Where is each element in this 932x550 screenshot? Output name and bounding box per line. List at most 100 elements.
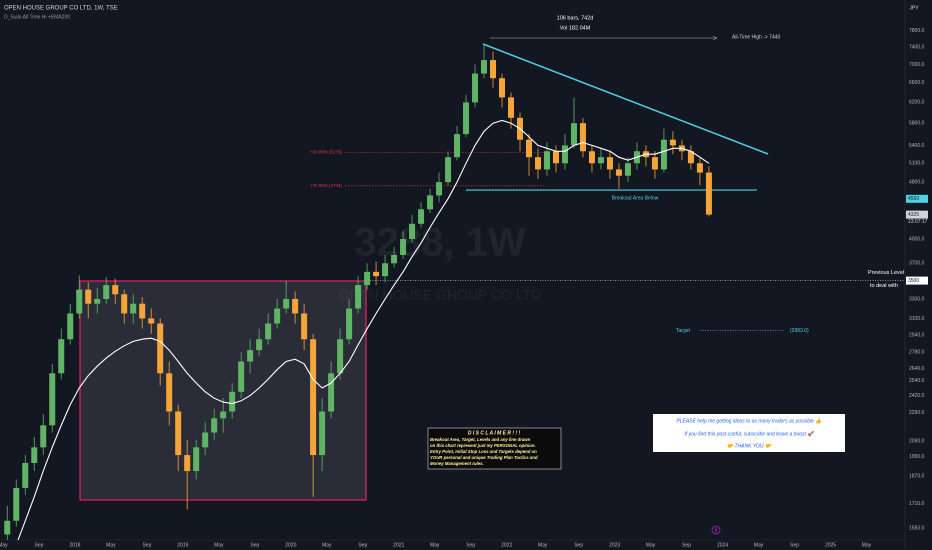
disclaimer-line: Entry Point, Initial Stop Loss and Targe… xyxy=(430,449,537,454)
candle-body xyxy=(355,285,362,309)
x-tick-label: 2024 xyxy=(717,542,728,548)
candle-body xyxy=(534,157,541,170)
candle-body xyxy=(58,339,65,374)
x-tick-label: 2019 xyxy=(177,542,188,548)
candle-body xyxy=(364,271,371,286)
candle-body xyxy=(499,78,506,98)
candle-body xyxy=(274,308,281,324)
candle-body xyxy=(472,73,479,103)
fib-label: +60.00% (5279) xyxy=(310,150,343,155)
candle-body xyxy=(166,373,173,412)
indicator-label: D_Suilo All Time Hi +EMA200 xyxy=(4,14,70,20)
previous-level-badge: 3500 xyxy=(908,278,919,284)
x-tick-label: May xyxy=(862,542,872,548)
price-badge: 4325 xyxy=(908,212,919,218)
currency: JPY xyxy=(909,5,919,11)
candle-body xyxy=(292,298,299,314)
disclaimer: D I S C L A I M E R ! ! ! Breakout Area,… xyxy=(427,427,562,470)
target-label: Target xyxy=(676,328,691,334)
x-tick-label: Sep xyxy=(35,542,44,548)
level-badge-bg xyxy=(906,194,928,203)
candle-body xyxy=(490,60,497,79)
candle-body xyxy=(463,102,470,135)
candle-body xyxy=(238,361,245,392)
candle-body xyxy=(220,411,227,419)
x-tick-label: May xyxy=(214,542,224,548)
candle-body xyxy=(76,289,83,314)
candle-body xyxy=(67,313,74,340)
x-tick-label: Sep xyxy=(250,542,259,548)
x-tick-label: 2021 xyxy=(393,542,404,548)
x-tick-label: May xyxy=(646,542,656,548)
price-badge-bg xyxy=(906,210,928,219)
candle-body xyxy=(427,195,434,210)
disclaimer-box xyxy=(427,427,562,470)
x-tick-label: May xyxy=(538,542,548,548)
previous-level-badge-bg xyxy=(906,276,928,285)
measure-volume: Vol 182.04M xyxy=(560,25,591,31)
target-value: (2983.0) xyxy=(790,328,809,334)
y-tick-label: 4800.0 xyxy=(909,179,925,185)
axes: 7800.0 7400.0 7000.0 6600.0 6200.0 5800.0 5400… xyxy=(0,28,928,548)
candle-body xyxy=(382,263,389,277)
candle-body xyxy=(400,238,407,255)
x-tick-label: 2025 xyxy=(825,542,836,548)
candle-body xyxy=(49,373,56,426)
candle-body xyxy=(552,151,559,164)
y-tick-label: 3100.0 xyxy=(909,316,925,322)
candle-body xyxy=(624,163,631,176)
candle-body xyxy=(481,60,488,74)
candle-body xyxy=(597,157,604,164)
candle-body xyxy=(373,271,380,277)
y-tick-label: 6200.0 xyxy=(909,100,925,106)
y-tick-label: 4000.0 xyxy=(909,236,925,242)
plot-area: +60.00% (5279) +70.00% (4744) Breakout Are… xyxy=(4,45,905,540)
watermark-sub: OPEN HOUSE GROUP CO LTD xyxy=(339,287,542,303)
candle-body xyxy=(328,373,335,412)
candle-body xyxy=(436,182,443,196)
candle-body xyxy=(454,134,461,158)
measure-bars: 106 bars, 742d xyxy=(557,15,594,21)
x-tick-label: Sep xyxy=(790,542,799,548)
lightning-bolt xyxy=(714,526,718,534)
candle-body xyxy=(31,447,38,463)
y-tick-label: 2780.0 xyxy=(909,350,925,356)
note-line: PLEASE help me getting ideas to as many … xyxy=(676,417,822,424)
trend-line xyxy=(482,43,769,155)
y-tick-label: 2290.0 xyxy=(909,410,925,416)
candle-body xyxy=(615,169,622,176)
y-tick-label: 5800.0 xyxy=(909,120,925,126)
candle-body xyxy=(202,432,209,448)
y-tick-label: 5400.0 xyxy=(909,143,925,149)
y-tick-label: 2540.0 xyxy=(909,378,925,384)
y-tick-label: 2940.0 xyxy=(909,332,925,338)
arrow-head xyxy=(712,35,718,41)
x-tick-label: 2020 xyxy=(285,542,296,548)
candle-body xyxy=(94,298,101,304)
candle-body xyxy=(130,303,137,314)
candle-body xyxy=(22,462,29,488)
countdown: 23:07:17 xyxy=(908,219,928,225)
candle-body xyxy=(651,157,658,170)
disclaimer-line: on this chart represent just my PERSONAL… xyxy=(430,443,536,448)
candle-body xyxy=(13,487,20,521)
x-tick-label: Sep xyxy=(574,542,583,548)
x-tick-label: Sep xyxy=(142,542,151,548)
candle-body xyxy=(184,455,191,472)
candle-body xyxy=(319,411,326,456)
y-tick-label: 5100.0 xyxy=(909,161,925,167)
y-tick-label: 1870.0 xyxy=(909,473,925,479)
range-box xyxy=(79,280,367,501)
note-line: 🤝 THANK YOU 🤝 xyxy=(727,443,772,449)
candle-body xyxy=(346,308,353,340)
disclaimer-line: Money Management rules. xyxy=(430,461,484,466)
candle-body xyxy=(148,318,155,324)
candle-body xyxy=(40,425,47,448)
candle-body xyxy=(175,411,182,456)
lightning-icon[interactable] xyxy=(711,525,721,535)
x-tick-label: May xyxy=(322,542,332,548)
y-tick-label: 1990.0 xyxy=(909,454,925,460)
candle-body xyxy=(696,163,703,173)
disclaimer-line: YOUR personal and unique Trading Plan Ta… xyxy=(430,455,538,460)
